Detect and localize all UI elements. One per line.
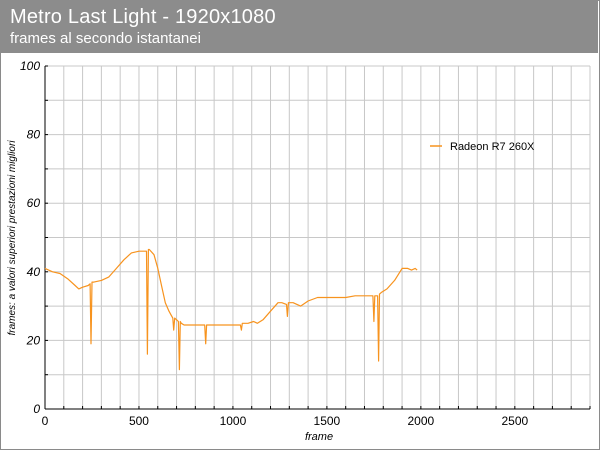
chart-title: Metro Last Light - 1920x1080: [10, 6, 276, 28]
x-tick-label: 0: [42, 414, 49, 428]
x-axis-label: frame: [305, 431, 333, 443]
series-lines: [44, 248, 418, 371]
grid-lines: [45, 65, 591, 409]
y-tick-label: 60: [27, 196, 41, 210]
y-tick-label: 80: [27, 128, 41, 142]
y-axis-label: frames: a valori superiori prestazioni m…: [7, 140, 18, 336]
legend-label: Radeon R7 260X: [450, 141, 535, 153]
tick-labels: 0 500 1000 1500 2000 2500 0 20 40 60 80 100: [20, 59, 529, 428]
y-tick-label: 40: [27, 265, 41, 279]
chart-header: Metro Last Light - 1920x1080 frames al s…: [0, 0, 598, 53]
x-tick-label: 1500: [314, 414, 341, 428]
chart-subtitle: frames al secondo istantanei: [10, 30, 201, 47]
x-tick-label: 500: [129, 414, 149, 428]
series-line-radeon-r7-260x: [44, 248, 418, 371]
x-tick-label: 1000: [220, 414, 247, 428]
y-tick-label: 0: [33, 402, 40, 416]
x-tick-label: 2000: [408, 414, 435, 428]
axes: [44, 65, 591, 410]
x-tick-label: 2500: [501, 414, 528, 428]
y-tick-label: 100: [20, 59, 40, 73]
legend: Radeon R7 260X: [430, 141, 535, 153]
y-tick-label: 20: [26, 333, 41, 347]
